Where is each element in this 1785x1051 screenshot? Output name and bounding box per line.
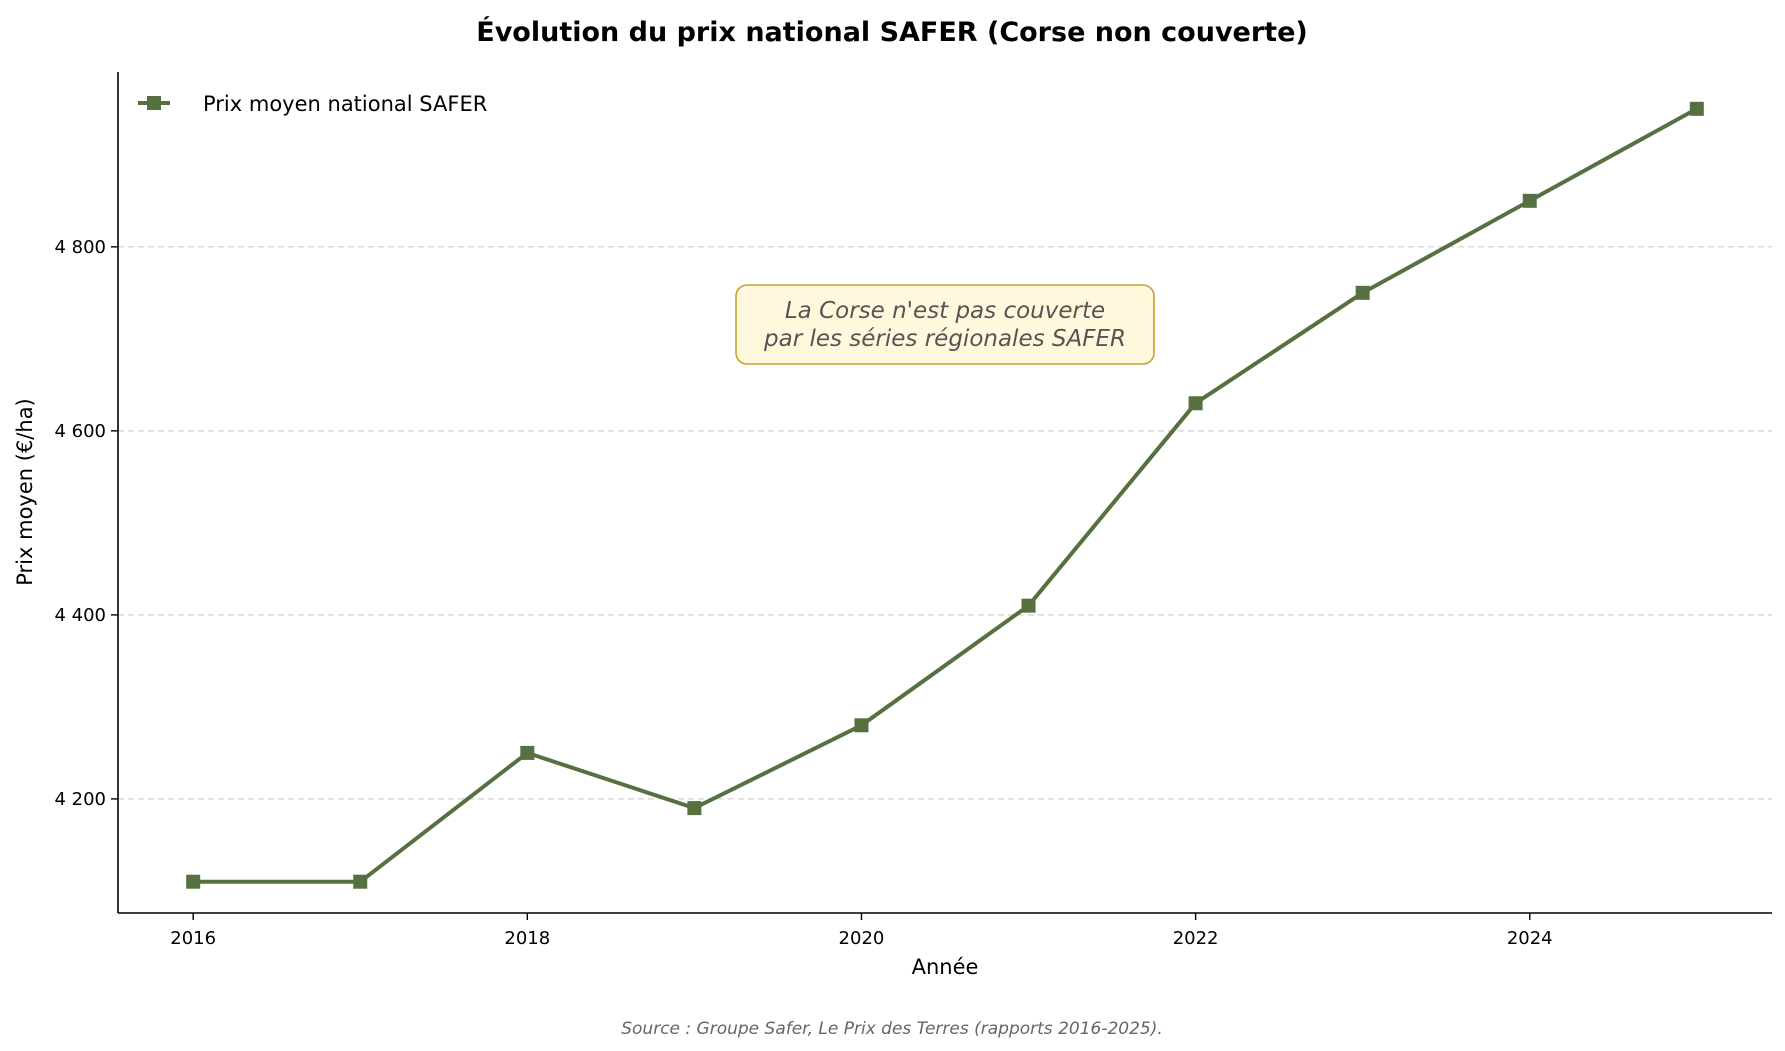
x-axis-label: Année [912,955,979,979]
data-point-marker [1522,193,1537,208]
data-point-marker [854,718,869,733]
y-tick-label: 4 800 [54,237,106,258]
y-tick-label: 4 200 [54,789,106,810]
legend: Prix moyen national SAFER [138,92,487,116]
chart-title: Évolution du prix national SAFER (Corse … [476,16,1308,48]
annotation-line-2: par les séries régionales SAFER [763,326,1126,352]
x-tick-label: 2020 [839,928,885,949]
data-point-marker [1188,396,1203,411]
data-point-marker [520,745,535,760]
series-group [186,101,1704,889]
series-line [193,107,1698,884]
data-point-marker [186,874,201,889]
x-ticks: 2016 2018 2020 2022 2024 [170,913,1553,949]
legend-square-marker [147,96,161,110]
x-tick-label: 2022 [1173,928,1219,949]
data-point-marker [1021,598,1036,613]
y-ticks: 4 200 4 400 4 600 4 800 [54,237,118,810]
y-axis-label: Prix moyen (€/ha) [13,398,37,586]
annotation-box [735,284,1155,365]
data-point-marker [1355,285,1370,300]
x-tick-label: 2024 [1507,928,1553,949]
y-tick-label: 4 600 [54,421,106,442]
legend-label: Prix moyen national SAFER [203,92,487,116]
x-tick-label: 2016 [170,928,216,949]
annotation: La Corse n'est pas couverte par les séri… [735,284,1155,365]
data-point-marker [687,801,702,816]
x-tick-label: 2018 [504,928,550,949]
data-point-marker [353,874,368,889]
y-tick-label: 4 400 [54,605,106,626]
source-note: Source : Groupe Safer, Le Prix des Terre… [621,1019,1163,1039]
gridlines [118,246,1772,800]
annotation-line-1: La Corse n'est pas couverte [785,298,1105,324]
data-point-marker [1689,101,1704,116]
